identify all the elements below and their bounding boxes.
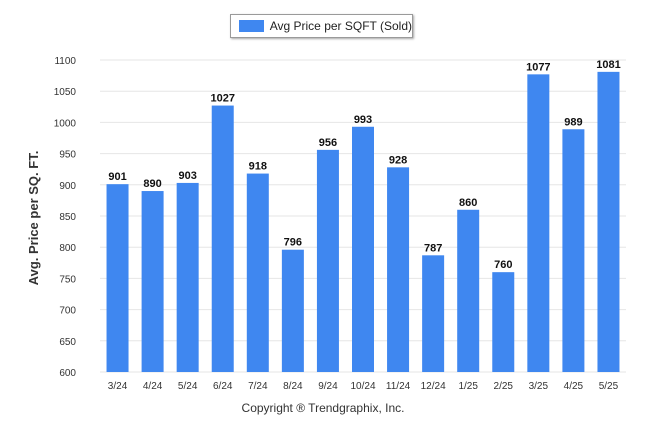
copyright-text: Copyright ® Trendgraphix, Inc. (241, 401, 405, 415)
y-tick-label: 600 (59, 368, 76, 379)
bar-4-25 (562, 129, 585, 372)
legend-swatch (239, 20, 264, 32)
y-tick-label: 1100 (54, 56, 76, 67)
x-tick-label: 5/24 (178, 381, 198, 392)
x-tick-label: 4/24 (143, 381, 163, 392)
legend: Avg Price per SQFT (Sold) (230, 14, 413, 38)
bar-8-24 (281, 249, 304, 372)
data-label: 760 (494, 259, 512, 271)
y-tick-label: 850 (59, 212, 76, 223)
x-tick-label: 2/25 (494, 381, 514, 392)
bar-11-24 (387, 167, 410, 372)
bar-5-25 (597, 71, 620, 372)
bar-3-25 (527, 74, 550, 373)
x-tick-label: 4/25 (564, 381, 584, 392)
data-label: 860 (459, 197, 477, 209)
data-labels: 901 890 903 1027 918 796 956 993 928 787 860 760 107… (108, 59, 620, 271)
y-tick-label: 1050 (54, 87, 77, 98)
data-label: 993 (354, 114, 372, 126)
x-tick-label: 1/25 (458, 381, 478, 392)
x-tick-label: 10/24 (350, 381, 375, 392)
data-label: 901 (108, 171, 126, 183)
x-tick-label: 5/25 (599, 381, 619, 392)
y-tick-label: 900 (59, 181, 76, 192)
data-label: 903 (178, 170, 196, 182)
bar-6-24 (211, 105, 234, 372)
legend-label: Avg Price per SQFT (Sold) (269, 19, 412, 33)
y-tick-label: 800 (59, 243, 76, 254)
data-label: 989 (564, 116, 582, 128)
x-tick-label: 12/24 (421, 381, 446, 392)
y-axis-ticks: 600 650 700 750 800 850 900 950 1000 1050 1100 (54, 56, 77, 379)
bar-3-24 (106, 184, 129, 372)
bar-2-25 (492, 272, 515, 372)
data-label: 890 (143, 178, 161, 190)
bar-4-24 (141, 191, 164, 372)
y-tick-label: 750 (59, 274, 76, 285)
bar-5-24 (176, 182, 199, 372)
x-tick-label: 7/24 (248, 381, 268, 392)
data-label: 787 (424, 242, 442, 254)
bar-7-24 (246, 173, 269, 372)
bar-1-25 (457, 209, 480, 372)
data-label: 1081 (596, 59, 620, 71)
bar-9-24 (316, 149, 339, 372)
x-tick-label: 8/24 (283, 381, 303, 392)
x-tick-label: 3/25 (529, 381, 549, 392)
y-tick-label: 650 (59, 337, 76, 348)
y-tick-label: 700 (59, 306, 76, 317)
x-axis-ticks: 3/24 4/24 5/24 6/24 7/24 8/24 9/24 10/24 11/24 12… (108, 381, 619, 392)
x-tick-label: 9/24 (318, 381, 338, 392)
data-label: 928 (389, 154, 407, 166)
data-label: 1027 (210, 93, 234, 105)
bars (106, 71, 620, 373)
data-label: 956 (319, 137, 337, 149)
y-tick-label: 1000 (54, 118, 77, 129)
bar-10-24 (352, 126, 374, 372)
y-axis-label: Avg. Price per SQ. FT. (26, 151, 41, 286)
bar-12-24 (422, 255, 445, 372)
data-label: 918 (249, 161, 267, 173)
data-label: 796 (284, 237, 302, 249)
x-tick-label: 3/24 (108, 381, 128, 392)
x-tick-label: 11/24 (386, 381, 411, 392)
y-tick-label: 950 (59, 150, 76, 161)
data-label: 1077 (526, 61, 550, 73)
x-tick-label: 6/24 (213, 381, 233, 392)
